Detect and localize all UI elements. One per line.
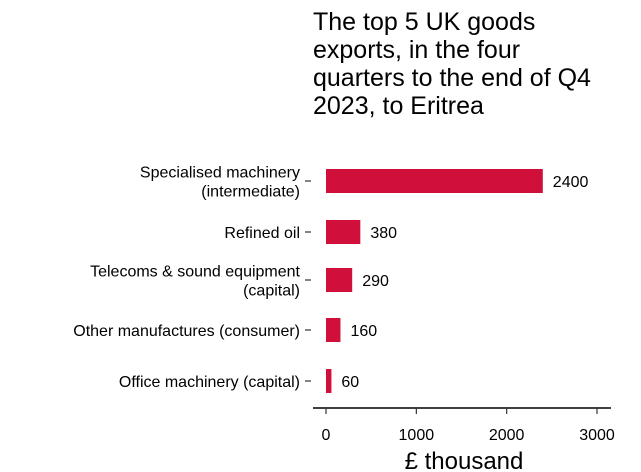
x-axis-title: £ thousand xyxy=(405,448,524,472)
bar xyxy=(326,318,341,342)
category-label: (capital) xyxy=(243,283,300,300)
category-label: Specialised machinery xyxy=(140,165,300,182)
category-label: Telecoms & sound equipment xyxy=(90,264,300,281)
category-label: Refined oil xyxy=(224,225,300,242)
bar-value-label: 160 xyxy=(350,323,377,340)
category-label: (intermediate) xyxy=(201,184,300,201)
bar xyxy=(326,369,332,393)
chart-title-line: The top 5 UK goods xyxy=(313,8,536,36)
category-label: Office machinery (capital) xyxy=(119,374,300,391)
chart-title-line: 2023, to Eritrea xyxy=(313,92,484,120)
bar-value-label: 380 xyxy=(370,225,397,242)
chart-title-line: quarters to the end of Q4 xyxy=(313,64,591,92)
bar xyxy=(326,268,353,292)
x-tick-label: 2000 xyxy=(489,427,525,444)
bar-value-label: 290 xyxy=(362,273,389,290)
bar xyxy=(326,220,361,244)
bar-value-label: 2400 xyxy=(553,174,589,191)
x-tick-label: 0 xyxy=(322,427,331,444)
x-tick-label: 1000 xyxy=(399,427,435,444)
x-tick-label: 3000 xyxy=(579,427,615,444)
bar xyxy=(326,169,543,193)
chart-title-line: exports, in the four xyxy=(313,36,521,64)
bar-value-label: 60 xyxy=(341,374,359,391)
chart-title: The top 5 UK goods exports, in the four qu… xyxy=(313,8,633,120)
category-label: Other manufactures (consumer) xyxy=(73,323,300,340)
